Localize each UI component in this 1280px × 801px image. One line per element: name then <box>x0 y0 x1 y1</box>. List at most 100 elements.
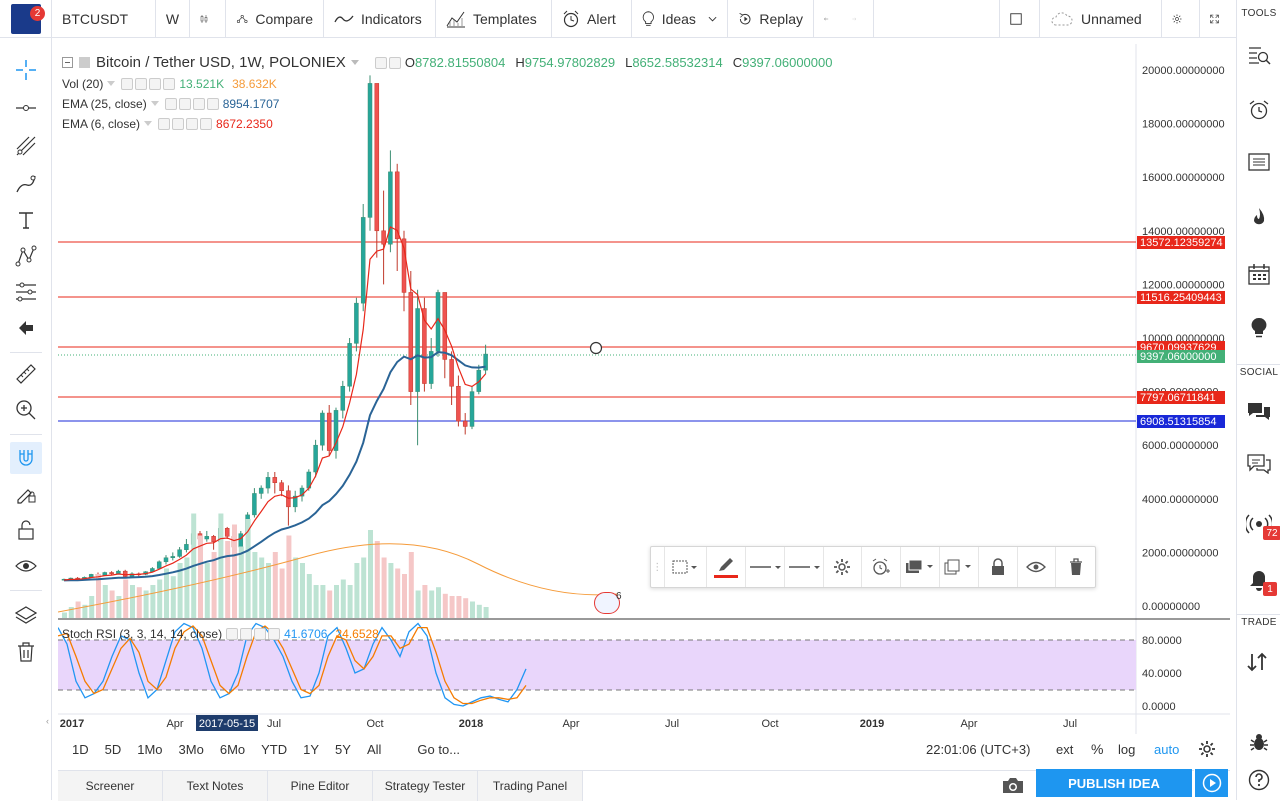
line-color-button[interactable] <box>707 547 747 587</box>
range-6mo[interactable]: 6Mo <box>219 741 246 757</box>
ruler-tool[interactable] <box>10 358 42 390</box>
text-tool[interactable] <box>10 204 42 236</box>
trend-line-tool[interactable] <box>10 92 42 124</box>
fullscreen-layout-button[interactable] <box>1000 0 1040 38</box>
collapse-legend-icon[interactable] <box>62 57 73 68</box>
ideas-stream-button[interactable] <box>1243 312 1275 344</box>
ema6-label[interactable]: EMA (6, close) <box>62 117 141 131</box>
line-style-dropdown[interactable] <box>785 547 824 587</box>
lock-drawing-button[interactable] <box>979 547 1018 587</box>
magnet-tool[interactable] <box>10 442 42 474</box>
range-1d[interactable]: 1D <box>72 741 89 757</box>
add-alert-button[interactable] <box>862 547 902 587</box>
notifications-button[interactable]: 1 <box>1243 564 1277 596</box>
replay-button[interactable]: Replay <box>728 0 814 38</box>
series-title[interactable]: Bitcoin / Tether USD, 1W, POLONIEX <box>96 54 346 71</box>
ideas-button[interactable]: Ideas <box>632 0 728 38</box>
chats-button[interactable] <box>1243 396 1275 428</box>
help-button[interactable] <box>1243 764 1275 796</box>
chevron-down-icon[interactable] <box>107 81 116 87</box>
layout-name-button[interactable]: Unnamed <box>1040 0 1162 38</box>
delete-drawing-button[interactable] <box>1056 547 1095 587</box>
lock-all-tool[interactable] <box>10 514 42 546</box>
undo-icon[interactable] <box>824 14 829 24</box>
back-arrow-tool[interactable] <box>10 312 42 344</box>
app-logo[interactable]: 2 <box>0 0 52 38</box>
hotlists-button[interactable] <box>1243 202 1275 234</box>
lock-drawing-tool[interactable] <box>10 478 42 510</box>
watchlist-button[interactable] <box>1243 40 1275 72</box>
pattern-tool[interactable] <box>10 240 42 272</box>
stoch-rsi-label[interactable]: Stoch RSI (3, 3, 14, 14, close) <box>62 627 223 641</box>
gear-icon[interactable] <box>1198 740 1216 758</box>
private-chats-button[interactable] <box>1243 448 1275 480</box>
range-ytd[interactable]: YTD <box>261 741 288 757</box>
hide-drawings-tool[interactable] <box>10 550 42 582</box>
remove-drawings-tool[interactable] <box>10 636 42 668</box>
data-window-button[interactable] <box>1243 146 1275 178</box>
alert-button[interactable]: Alert <box>552 0 632 38</box>
publish-idea-button[interactable]: PUBLISH IDEA <box>1036 769 1192 797</box>
chevron-down-icon[interactable] <box>150 101 159 107</box>
clock[interactable]: 22:01:06 (UTC+3) <box>926 741 1031 757</box>
brush-tool[interactable] <box>10 168 42 200</box>
range-1mo[interactable]: 1Mo <box>137 741 163 757</box>
range-all[interactable]: All <box>366 741 382 757</box>
symbol-search[interactable]: BTCUSDT <box>52 0 156 38</box>
line-width-dropdown[interactable] <box>746 547 785 587</box>
chevron-down-icon[interactable] <box>350 59 359 66</box>
indicators-button[interactable]: Indicators <box>324 0 436 38</box>
gann-fib-tool[interactable] <box>10 130 42 162</box>
redo-icon[interactable] <box>851 14 857 24</box>
volume-label[interactable]: Vol (20) <box>62 77 104 91</box>
templates-dropdown[interactable] <box>665 547 708 587</box>
drag-handle[interactable]: ⋮ <box>651 547 665 587</box>
tab-strategy-tester[interactable]: Strategy Tester <box>373 770 478 801</box>
collapse-toolbar-handle[interactable]: ‹ <box>46 716 49 726</box>
auto-toggle[interactable]: auto <box>1154 741 1180 757</box>
ema6-legend-actions[interactable] <box>158 118 213 130</box>
object-tree-tool[interactable] <box>10 600 42 632</box>
stoch-legend-actions[interactable] <box>226 628 281 640</box>
settings-button[interactable] <box>1162 0 1200 38</box>
drawing-settings-button[interactable] <box>824 547 863 587</box>
legend-settings-icon[interactable] <box>388 56 401 69</box>
prediction-tool[interactable] <box>10 276 42 308</box>
calendar-button[interactable] <box>1243 258 1275 290</box>
hide-drawing-button[interactable] <box>1018 547 1057 587</box>
tab-text-notes[interactable]: Text Notes <box>163 770 268 801</box>
compare-button[interactable]: Compare <box>226 0 324 38</box>
chart-pane[interactable]: 20000.00000000 18000.00000000 16000.000000… <box>58 44 1230 734</box>
tab-screener[interactable]: Screener <box>58 770 163 801</box>
range-5d[interactable]: 5D <box>104 741 122 757</box>
alerts-button[interactable] <box>1243 94 1275 126</box>
streams-button[interactable]: 72 <box>1243 508 1280 540</box>
clone-dropdown[interactable] <box>940 547 979 587</box>
range-1y[interactable]: 1Y <box>303 741 320 757</box>
ema25-legend-actions[interactable] <box>164 98 219 110</box>
interval-button[interactable]: W <box>156 0 190 38</box>
legend-eye-icon[interactable] <box>374 56 387 69</box>
chart-style-button[interactable] <box>190 0 226 38</box>
percent-toggle[interactable]: % <box>1091 741 1104 757</box>
trading-button[interactable] <box>1243 646 1275 678</box>
goto-button[interactable]: Go to... <box>417 741 461 757</box>
chevron-down-icon[interactable] <box>144 121 153 127</box>
ema25-label[interactable]: EMA (25, close) <box>62 97 147 111</box>
templates-button[interactable]: Templates <box>436 0 552 38</box>
camera-icon[interactable] <box>1002 776 1024 794</box>
range-3mo[interactable]: 3Mo <box>178 741 204 757</box>
zoom-tool[interactable] <box>10 394 42 426</box>
ext-toggle[interactable]: ext <box>1056 741 1074 757</box>
tab-pine-editor[interactable]: Pine Editor <box>268 770 373 801</box>
crosshair-tool[interactable] <box>10 54 42 86</box>
tab-trading-panel[interactable]: Trading Panel <box>478 770 583 801</box>
play-circle-button[interactable] <box>1194 769 1228 797</box>
report-bug-button[interactable] <box>1243 726 1275 758</box>
event-badge[interactable] <box>594 592 620 614</box>
fullscreen-button[interactable] <box>1200 0 1236 38</box>
volume-legend-actions[interactable] <box>121 78 176 90</box>
price-chart[interactable]: 20000.00000000 18000.00000000 16000.000000… <box>58 44 1230 734</box>
log-toggle[interactable]: log <box>1118 741 1136 757</box>
visual-order-dropdown[interactable] <box>901 547 940 587</box>
